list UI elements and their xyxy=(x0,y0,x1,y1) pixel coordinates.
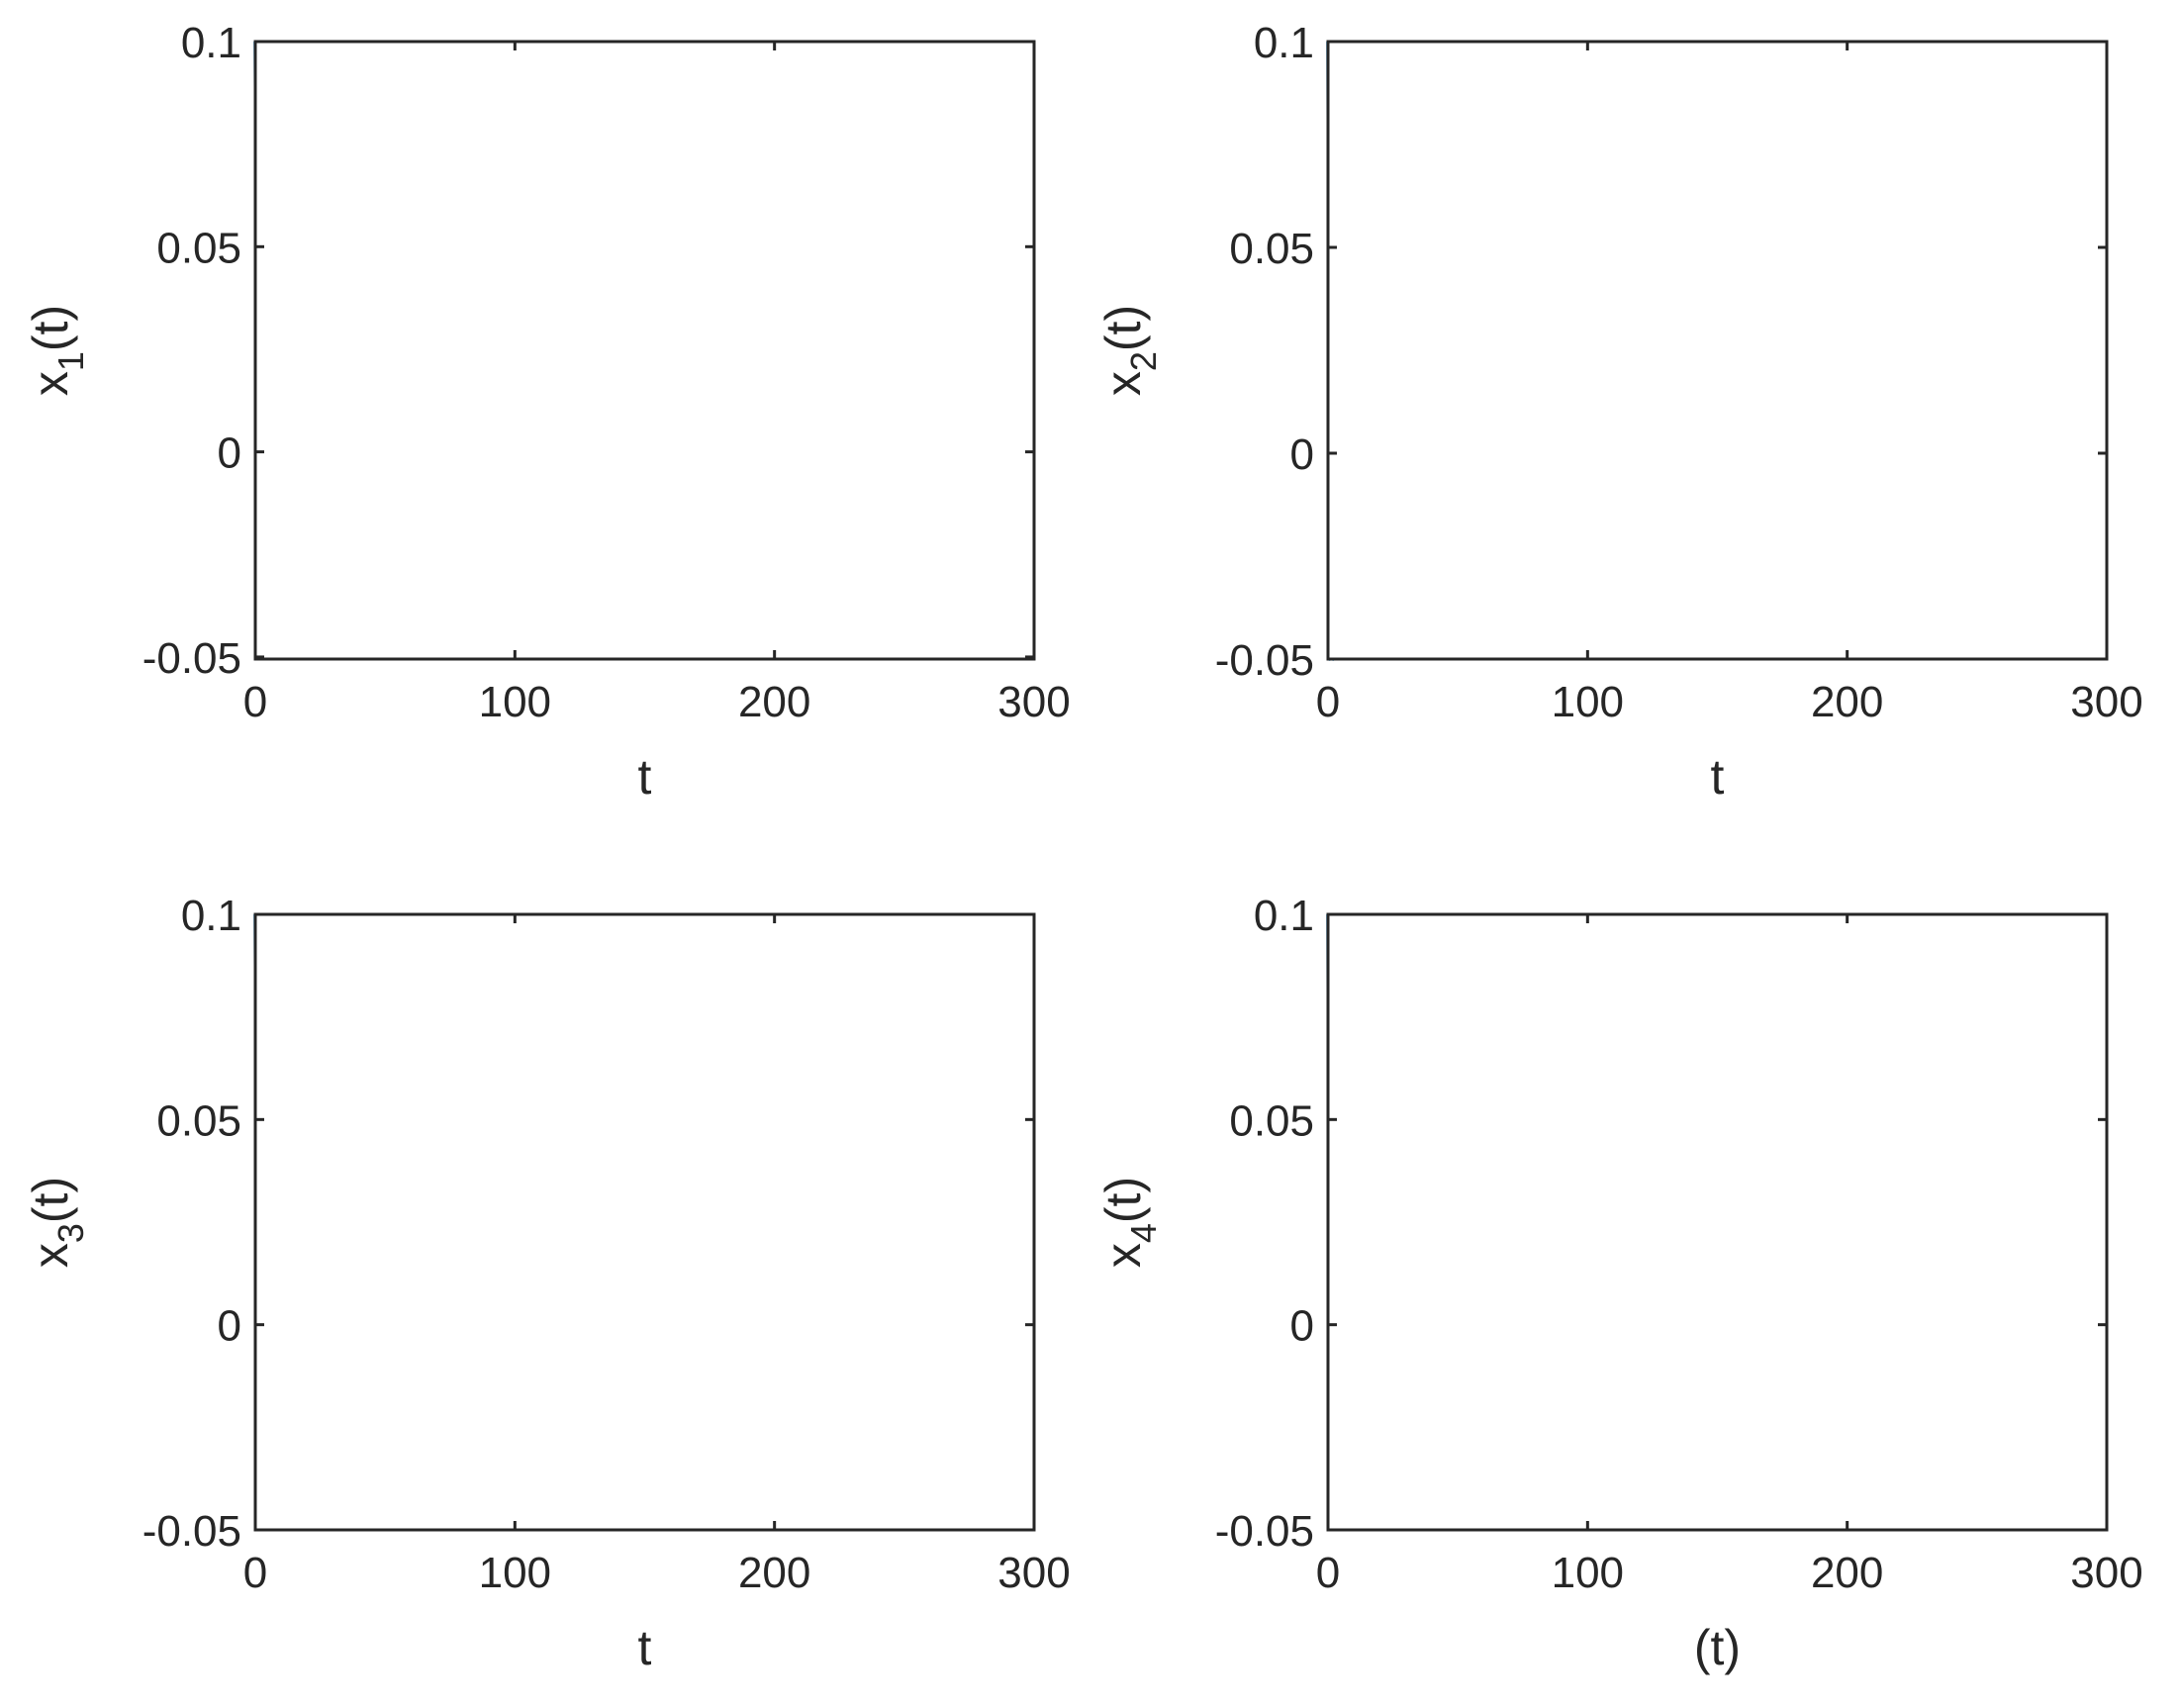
y-tick-label: 0.1 xyxy=(181,19,241,67)
y-tick-label: -0.05 xyxy=(142,1507,241,1556)
axes-box xyxy=(253,40,1036,661)
x-tick-label: 0 xyxy=(1316,678,1340,726)
axes-box xyxy=(253,912,1036,1532)
y-axis-label-sub: 4 xyxy=(1123,1223,1164,1243)
x-tick-label: 200 xyxy=(1811,1549,1883,1597)
x-tick-label: 200 xyxy=(1811,678,1883,726)
y-axis-label: x3(t) xyxy=(23,1177,91,1268)
x-tick-label: 300 xyxy=(997,678,1070,726)
y-axis-label-base: x xyxy=(1095,371,1151,396)
y-tick-label: -0.05 xyxy=(1215,1507,1314,1556)
y-tick-label: -0.05 xyxy=(142,634,241,683)
y-axis-label-base: x xyxy=(23,371,78,396)
x-axis-label: (t) xyxy=(1694,1620,1741,1675)
y-axis-label-sub: 3 xyxy=(50,1223,91,1243)
x-tick-label: 200 xyxy=(738,1549,810,1597)
y-axis-label-sub: 1 xyxy=(50,351,91,371)
x-axis-label: t xyxy=(638,749,652,805)
y-axis-label: x2(t) xyxy=(1095,305,1164,396)
x-tick-label: 0 xyxy=(243,1549,267,1597)
y-axis-label: x1(t) xyxy=(23,305,91,396)
y-axis-label-tail: (t) xyxy=(1095,305,1151,351)
x-tick-label: 300 xyxy=(997,1549,1070,1597)
y-tick-label: 0.1 xyxy=(1254,892,1314,940)
y-axis-label-tail: (t) xyxy=(23,305,78,351)
y-tick-label: 0.05 xyxy=(156,224,241,272)
x-tick-label: 300 xyxy=(2070,1549,2142,1597)
y-tick-label: 0.05 xyxy=(1229,225,1314,273)
y-tick-label: -0.05 xyxy=(1215,636,1314,685)
x-axis-label: t xyxy=(1711,749,1725,805)
x-tick-label: 100 xyxy=(1552,678,1624,726)
y-tick-label: 0 xyxy=(218,1302,241,1351)
x-tick-label: 0 xyxy=(1316,1549,1340,1597)
axes-box xyxy=(1326,40,2109,661)
y-axis-label: x4(t) xyxy=(1095,1177,1164,1268)
x-tick-label: 300 xyxy=(2070,678,2142,726)
y-tick-label: 0 xyxy=(218,429,241,478)
y-tick-label: 0 xyxy=(1290,430,1314,479)
x-axis-label: t xyxy=(638,1620,652,1675)
x-tick-label: 200 xyxy=(738,678,810,726)
y-axis-label-tail: (t) xyxy=(23,1177,78,1223)
y-tick-label: 0.05 xyxy=(156,1096,241,1145)
y-tick-label: 0.05 xyxy=(1229,1096,1314,1145)
x-tick-label: 100 xyxy=(479,678,551,726)
x-tick-label: 100 xyxy=(479,1549,551,1597)
y-axis-label-sub: 2 xyxy=(1123,351,1164,371)
x-tick-label: 0 xyxy=(243,678,267,726)
y-tick-label: 0.1 xyxy=(1254,19,1314,67)
y-tick-label: 0.1 xyxy=(181,892,241,940)
axes-box xyxy=(1326,912,2109,1532)
y-axis-label-base: x xyxy=(1095,1243,1151,1268)
y-tick-label: 0 xyxy=(1290,1302,1314,1351)
y-axis-label-base: x xyxy=(23,1243,78,1268)
y-axis-label-tail: (t) xyxy=(1095,1177,1151,1223)
x-tick-label: 100 xyxy=(1552,1549,1624,1597)
